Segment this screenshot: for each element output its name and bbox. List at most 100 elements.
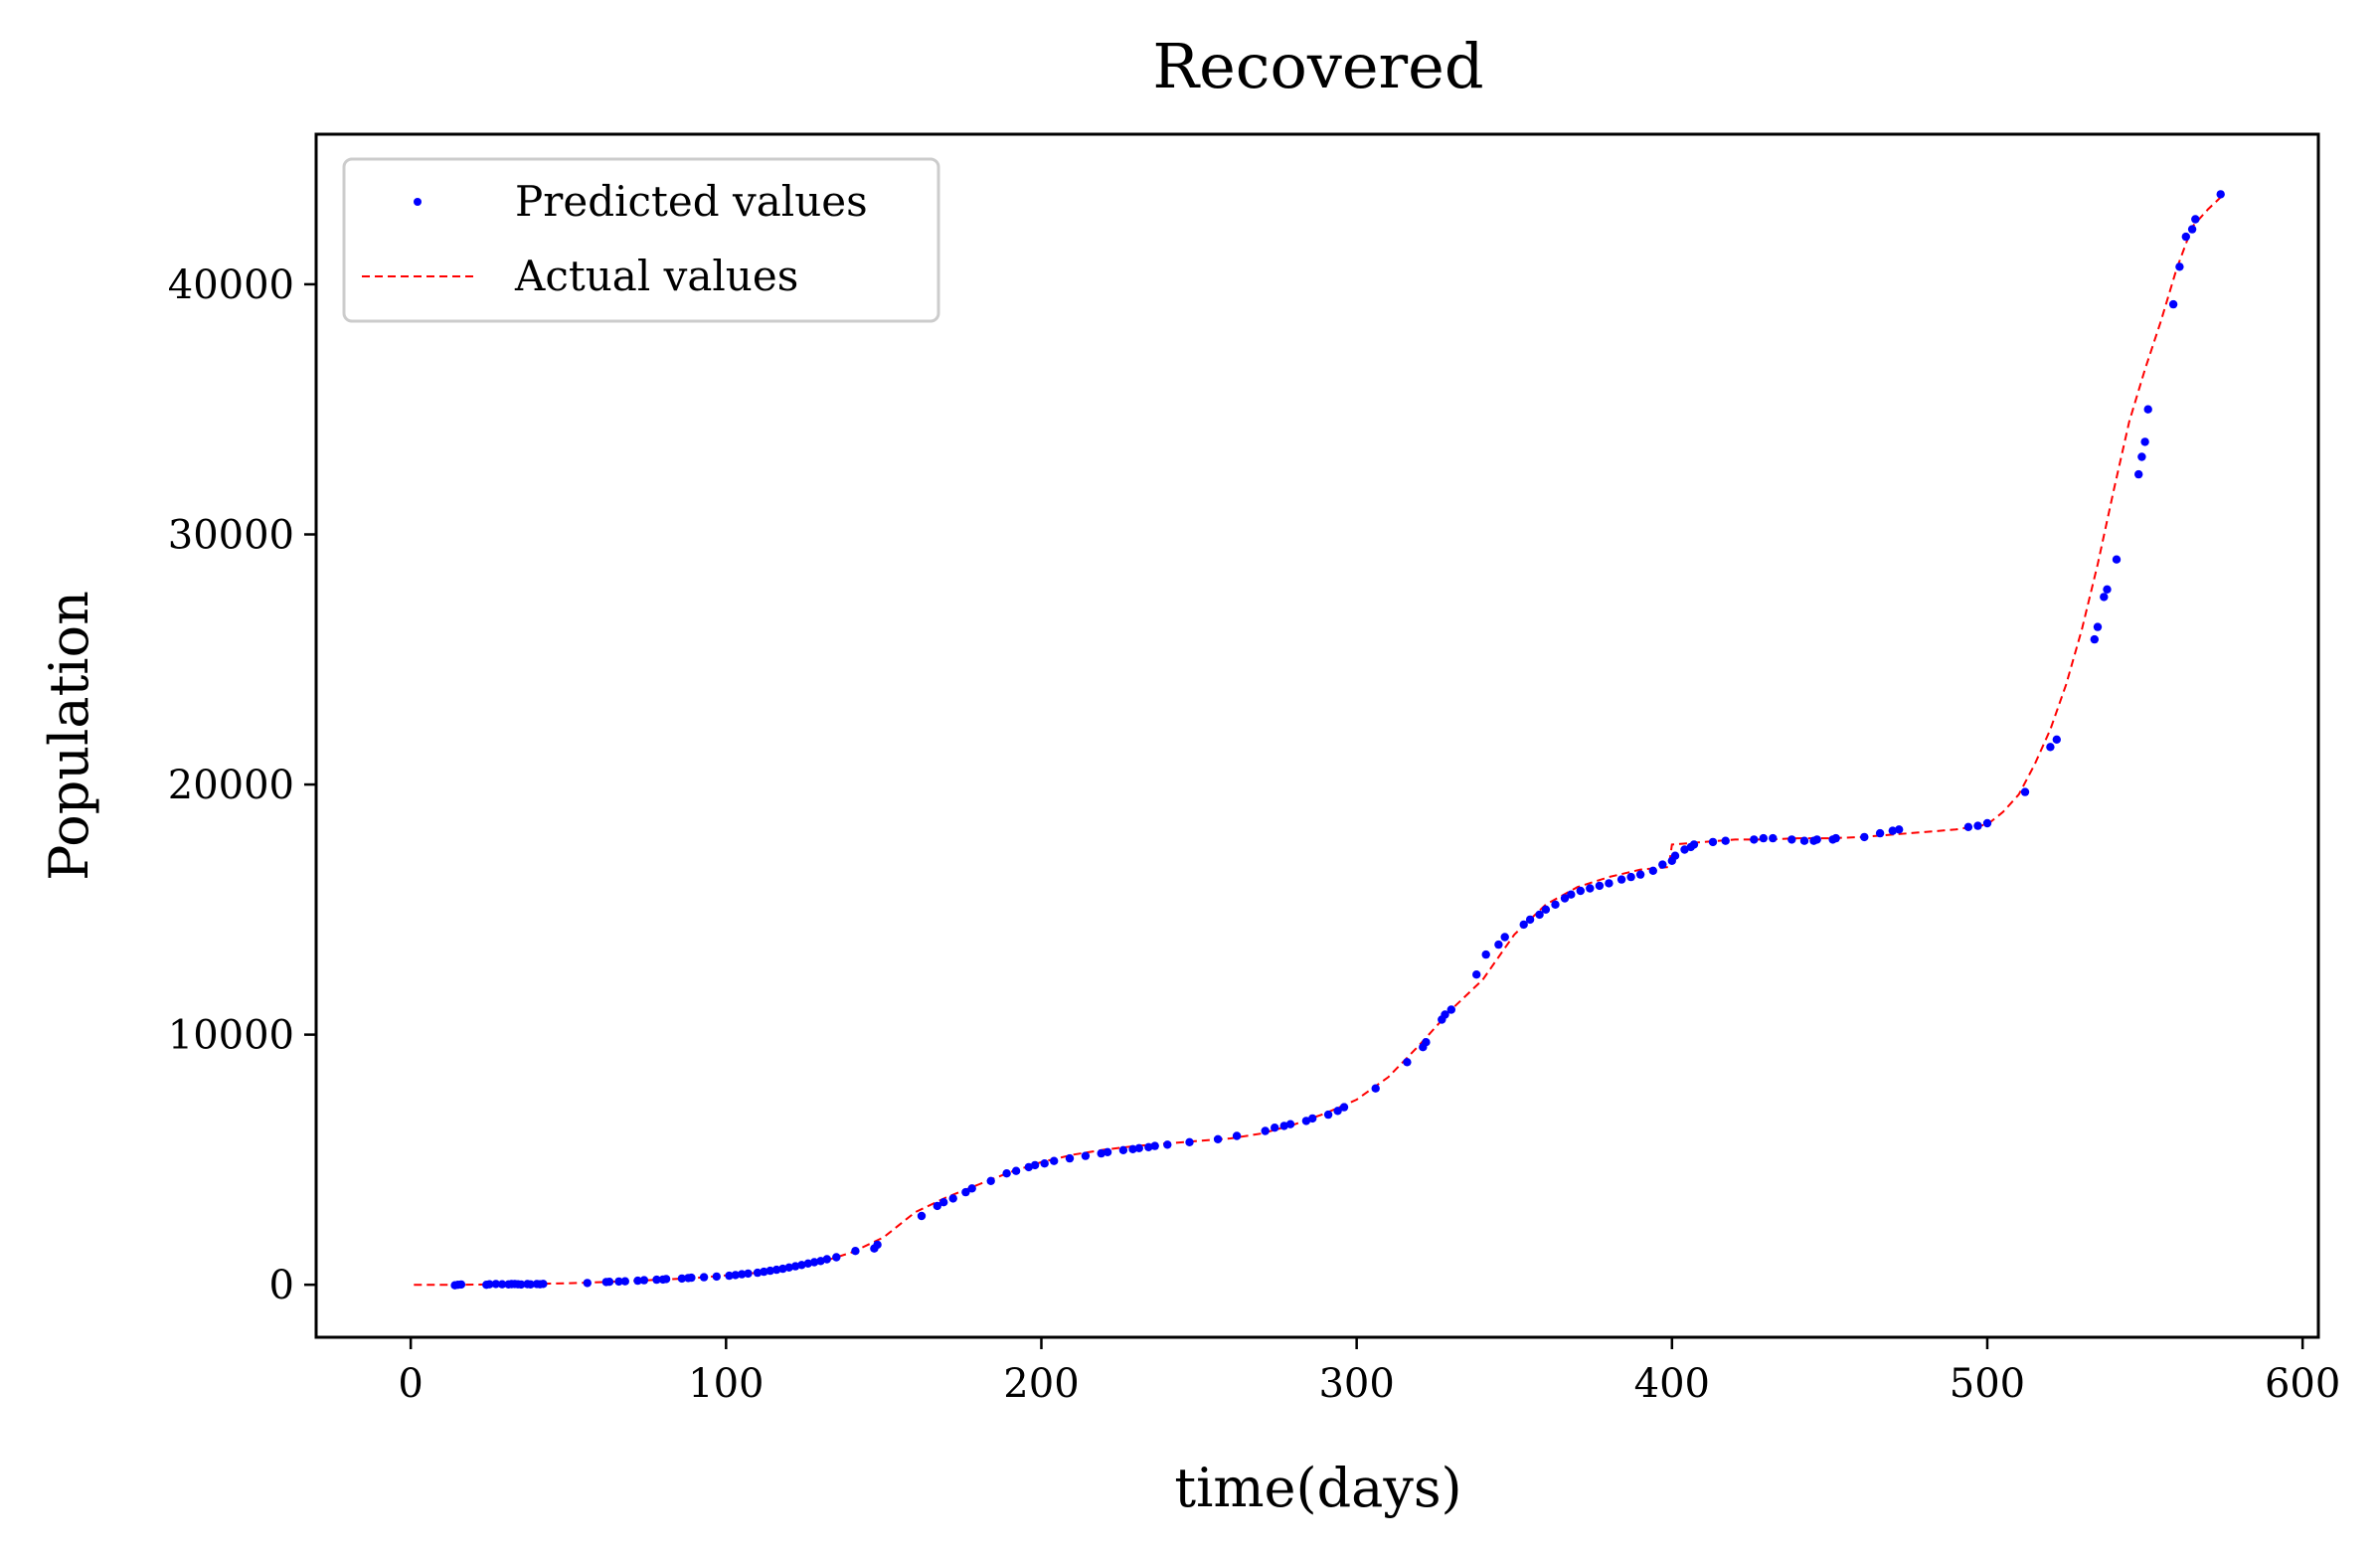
predicted-point: [633, 1276, 642, 1286]
x-tick-label: 400: [1634, 1361, 1710, 1407]
legend-predicted-marker: [414, 198, 422, 206]
predicted-point: [2134, 469, 2143, 479]
predicted-point: [2090, 634, 2099, 644]
predicted-point: [1163, 1140, 1172, 1149]
predicted-point: [1888, 826, 1898, 835]
predicted-point: [1680, 845, 1689, 854]
predicted-point: [2137, 452, 2146, 461]
chart-title: Recovered: [1152, 30, 1483, 102]
predicted-point: [1567, 890, 1576, 899]
predicted-point: [790, 1262, 800, 1271]
predicted-point: [1708, 837, 1718, 847]
predicted-point: [2143, 405, 2152, 414]
predicted-point: [822, 1255, 831, 1264]
predicted-point: [583, 1279, 592, 1288]
predicted-point: [1144, 1142, 1153, 1152]
predicted-point: [620, 1277, 629, 1286]
predicted-point: [1213, 1134, 1223, 1144]
predicted-point: [1103, 1147, 1112, 1157]
predicted-point: [1689, 840, 1699, 849]
predicted-point: [456, 1280, 466, 1290]
predicted-point: [967, 1184, 976, 1193]
predicted-point: [1185, 1137, 1194, 1147]
predicted-point: [1040, 1159, 1049, 1168]
predicted-point: [2191, 215, 2200, 224]
predicted-point: [1308, 1114, 1317, 1124]
predicted-point: [1500, 933, 1509, 942]
legend-actual-label: Actual values: [514, 252, 798, 300]
y-tick-label: 30000: [168, 512, 294, 558]
predicted-values-series: [450, 190, 2225, 1290]
predicted-point: [1670, 851, 1680, 860]
predicted-point: [1648, 866, 1658, 875]
x-tick-label: 100: [688, 1361, 764, 1407]
predicted-point: [1494, 940, 1503, 950]
predicted-point: [1626, 872, 1635, 882]
predicted-point: [917, 1211, 927, 1221]
predicted-point: [2103, 585, 2112, 594]
predicted-point: [1525, 915, 1535, 925]
predicted-point: [725, 1271, 734, 1281]
predicted-point: [1812, 835, 1821, 844]
predicted-point: [1011, 1166, 1021, 1175]
predicted-point: [1519, 920, 1528, 930]
predicted-point: [1081, 1151, 1091, 1160]
predicted-point: [1403, 1058, 1412, 1067]
predicted-point: [2216, 190, 2225, 199]
predicted-point: [873, 1240, 882, 1250]
predicted-point: [2020, 787, 2030, 796]
predicted-point: [1860, 832, 1869, 842]
legend-box: [342, 157, 940, 323]
predicted-point: [1576, 886, 1586, 896]
predicted-point: [1371, 1084, 1380, 1093]
predicted-point: [517, 1280, 526, 1290]
predicted-point: [1128, 1144, 1137, 1154]
predicted-point: [784, 1263, 793, 1273]
predicted-point: [2046, 743, 2055, 752]
x-tick-label: 0: [398, 1361, 423, 1407]
predicted-point: [1030, 1160, 1040, 1170]
axis-ticks: 0 100 200 300 400 500 600 0 10000 20000 30000 40000: [168, 262, 2341, 1407]
predicted-point: [1285, 1120, 1295, 1128]
predicted-point: [1658, 860, 1667, 869]
predicted-point: [539, 1280, 548, 1289]
predicted-point: [933, 1201, 941, 1211]
predicted-point: [753, 1268, 763, 1278]
predicted-point: [2181, 232, 2190, 242]
predicted-point: [2187, 225, 2197, 234]
predicted-point: [731, 1271, 740, 1280]
predicted-point: [1323, 1110, 1333, 1120]
predicted-point: [1595, 881, 1605, 891]
plot-area-frame: [314, 132, 2320, 1339]
predicted-point: [1551, 900, 1560, 909]
predicted-point: [803, 1259, 812, 1269]
predicted-point: [744, 1269, 753, 1279]
predicted-point: [1895, 825, 1904, 834]
predicted-point: [2100, 593, 2109, 602]
x-tick-label: 300: [1318, 1361, 1394, 1407]
predicted-point: [1799, 836, 1809, 845]
predicted-point: [1050, 1156, 1059, 1165]
y-axis-label: Population: [38, 591, 100, 881]
predicted-point: [652, 1275, 661, 1285]
predicted-point: [1605, 879, 1614, 888]
predicted-point: [961, 1187, 970, 1197]
predicted-point: [832, 1253, 841, 1262]
predicted-point: [1232, 1131, 1242, 1140]
predicted-point: [1750, 835, 1759, 844]
predicted-point: [816, 1257, 825, 1266]
predicted-point: [491, 1280, 500, 1289]
predicted-point: [1333, 1107, 1342, 1116]
legend: Predicted values Actual values: [342, 157, 940, 323]
predicted-point: [526, 1280, 535, 1290]
predicted-point: [1065, 1153, 1075, 1163]
predicted-point: [604, 1278, 614, 1287]
y-tick-label: 0: [269, 1263, 294, 1308]
predicted-point: [1301, 1117, 1311, 1125]
predicted-point: [2168, 299, 2178, 309]
predicted-point: [1635, 870, 1645, 879]
legend-predicted-label: Predicted values: [515, 177, 868, 226]
predicted-point: [1271, 1124, 1279, 1132]
predicted-point: [1787, 835, 1796, 844]
